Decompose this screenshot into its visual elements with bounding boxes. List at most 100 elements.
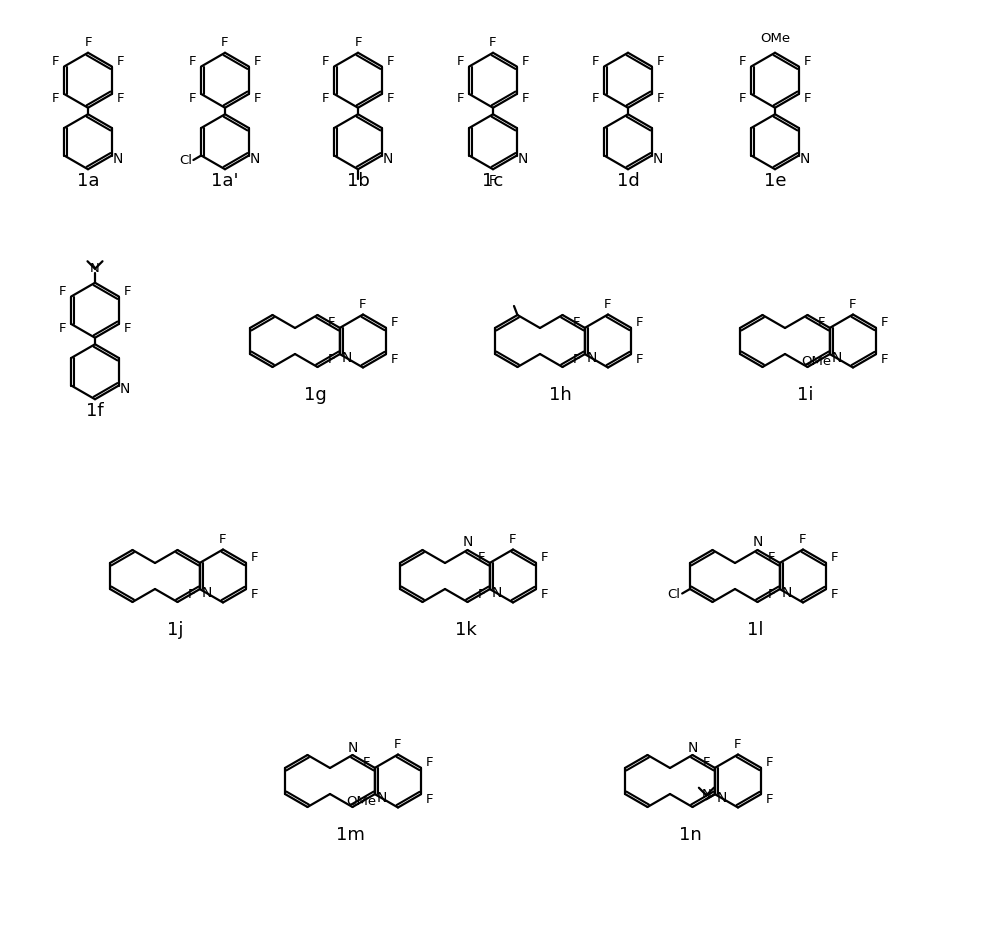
Text: N: N xyxy=(90,262,100,275)
Text: 1m: 1m xyxy=(336,826,365,844)
Text: F: F xyxy=(522,55,529,68)
Text: OMe: OMe xyxy=(347,795,377,807)
Text: F: F xyxy=(387,55,394,68)
Text: F: F xyxy=(739,55,746,68)
Text: N: N xyxy=(586,351,597,365)
Text: F: F xyxy=(322,93,329,106)
Text: F: F xyxy=(328,353,335,366)
Text: F: F xyxy=(359,298,367,311)
Text: 1b: 1b xyxy=(347,172,369,190)
Text: 1l: 1l xyxy=(747,621,764,639)
Text: F: F xyxy=(831,588,838,601)
Text: F: F xyxy=(881,317,888,330)
Text: F: F xyxy=(604,298,612,311)
Text: F: F xyxy=(189,93,196,106)
Text: F: F xyxy=(391,353,398,366)
Text: F: F xyxy=(489,36,497,49)
Text: F: F xyxy=(739,93,746,106)
Text: F: F xyxy=(489,174,497,187)
Text: F: F xyxy=(804,93,811,106)
Text: F: F xyxy=(636,353,643,366)
Text: N: N xyxy=(518,152,528,167)
Text: F: F xyxy=(573,353,580,366)
Text: N: N xyxy=(113,152,123,167)
Text: F: F xyxy=(189,55,196,68)
Text: Cl: Cl xyxy=(667,587,680,600)
Text: F: F xyxy=(509,533,517,546)
Text: 1j: 1j xyxy=(167,621,184,639)
Text: F: F xyxy=(84,36,92,49)
Text: F: F xyxy=(251,588,258,601)
Text: F: F xyxy=(457,93,464,106)
Text: F: F xyxy=(657,93,664,106)
Text: F: F xyxy=(478,551,485,564)
Text: N: N xyxy=(376,791,387,805)
Text: N: N xyxy=(781,586,792,600)
Text: Cl: Cl xyxy=(179,155,192,168)
Text: F: F xyxy=(387,93,394,106)
Text: 1e: 1e xyxy=(764,172,786,190)
Text: F: F xyxy=(657,55,664,68)
Text: 1a': 1a' xyxy=(211,172,239,190)
Text: F: F xyxy=(734,738,742,751)
Text: F: F xyxy=(59,322,66,335)
Text: F: F xyxy=(52,55,59,68)
Text: F: F xyxy=(426,793,433,806)
Text: F: F xyxy=(124,285,131,298)
Text: 1d: 1d xyxy=(617,172,639,190)
Text: 1c: 1c xyxy=(482,172,504,190)
Text: N: N xyxy=(462,535,473,549)
Text: F: F xyxy=(881,353,888,366)
Text: N: N xyxy=(800,152,810,167)
Text: F: F xyxy=(188,588,195,601)
Text: F: F xyxy=(117,93,124,106)
Text: N: N xyxy=(701,788,711,801)
Text: F: F xyxy=(254,93,261,106)
Text: F: F xyxy=(592,93,599,106)
Text: OMe: OMe xyxy=(760,32,790,45)
Text: F: F xyxy=(322,55,329,68)
Text: 1h: 1h xyxy=(549,386,572,404)
Text: N: N xyxy=(347,741,358,755)
Text: 1g: 1g xyxy=(304,386,327,404)
Text: F: F xyxy=(703,757,710,770)
Text: F: F xyxy=(522,93,529,106)
Text: 1n: 1n xyxy=(679,826,702,844)
Text: F: F xyxy=(354,36,362,49)
Text: F: F xyxy=(59,285,66,298)
Text: F: F xyxy=(426,757,433,770)
Text: F: F xyxy=(457,55,464,68)
Text: F: F xyxy=(52,93,59,106)
Text: F: F xyxy=(573,317,580,330)
Text: F: F xyxy=(804,55,811,68)
Text: F: F xyxy=(818,317,825,330)
Text: F: F xyxy=(124,322,131,335)
Text: F: F xyxy=(541,588,548,601)
Text: F: F xyxy=(328,317,335,330)
Text: F: F xyxy=(363,757,370,770)
Text: N: N xyxy=(250,152,260,167)
Text: N: N xyxy=(491,586,502,600)
Text: F: F xyxy=(592,55,599,68)
Text: F: F xyxy=(251,551,258,564)
Text: 1i: 1i xyxy=(797,386,814,404)
Text: F: F xyxy=(541,551,548,564)
Text: N: N xyxy=(716,791,727,805)
Text: OMe: OMe xyxy=(802,355,832,368)
Text: F: F xyxy=(117,55,124,68)
Text: N: N xyxy=(341,351,352,365)
Text: N: N xyxy=(831,351,842,365)
Text: N: N xyxy=(687,741,698,755)
Text: F: F xyxy=(636,317,643,330)
Text: F: F xyxy=(394,738,402,751)
Text: F: F xyxy=(768,588,775,601)
Text: F: F xyxy=(254,55,261,68)
Text: F: F xyxy=(849,298,857,311)
Text: F: F xyxy=(799,533,807,546)
Text: 1f: 1f xyxy=(86,402,104,420)
Text: 1k: 1k xyxy=(455,621,476,639)
Text: F: F xyxy=(766,793,773,806)
Text: F: F xyxy=(768,551,775,564)
Text: F: F xyxy=(831,551,838,564)
Text: F: F xyxy=(766,757,773,770)
